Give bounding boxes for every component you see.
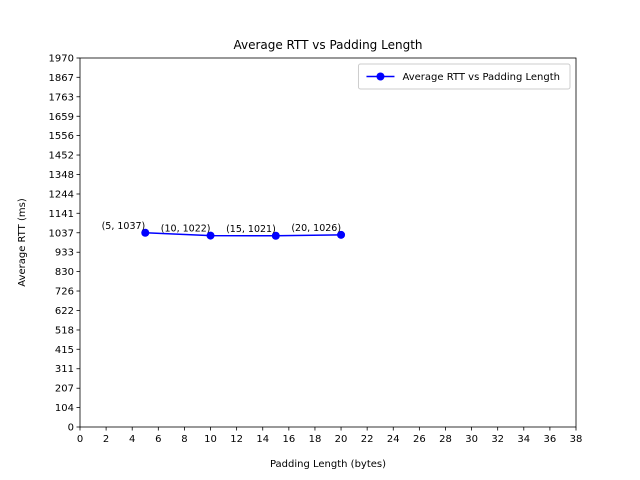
y-tick-label: 1867 [49, 73, 74, 84]
data-point-label: (15, 1021) [226, 224, 276, 235]
y-tick-label: 933 [55, 248, 74, 259]
plot-area: 0 2 4 6 8 10 12 14 16 18 20 22 24 26 28 30 32 34 36 38 0104… [49, 54, 583, 446]
legend-entry-label: Average RTT vs Padding Length [402, 72, 560, 83]
x-tick-label: 38 [570, 434, 583, 445]
legend: Average RTT vs Padding Length [357, 63, 571, 90]
legend-marker [376, 72, 385, 81]
y-tick-label: 1970 [49, 54, 74, 65]
y-tick-label: 1348 [49, 170, 74, 181]
x-tick-label: 10 [204, 434, 217, 445]
y-tick-label: 1556 [49, 131, 74, 142]
y-tick-label: 104 [55, 403, 74, 414]
x-axis-ticks: 0 2 4 6 8 10 12 14 16 18 20 22 24 26 28 30 32 34 36 38 [77, 427, 583, 445]
series-line [145, 232, 342, 237]
x-tick-label: 6 [155, 434, 161, 445]
x-tick-label: 26 [413, 434, 426, 445]
x-tick-label: 30 [465, 434, 478, 445]
y-tick-label: 1659 [49, 112, 74, 123]
y-tick-label: 1452 [49, 151, 74, 162]
x-tick-label: 28 [439, 434, 452, 445]
x-tick-label: 34 [517, 434, 530, 445]
series-layer [141, 228, 346, 240]
y-tick-label: 1037 [49, 228, 74, 239]
y-axis-ticks: 0 104 207 311 415 518 622 726 830 933 1037 1141 1244… [49, 54, 80, 434]
x-tick-label: 20 [335, 434, 348, 445]
y-tick-label: 1763 [49, 92, 74, 103]
x-tick-label: 22 [361, 434, 374, 445]
y-tick-label: 518 [55, 325, 74, 336]
data-point-label: (5, 1037) [102, 221, 146, 232]
axes-frame [79, 57, 577, 428]
chart-title: Average RTT vs Padding Length [233, 38, 422, 52]
data-point [271, 231, 280, 240]
y-tick-label: 1244 [49, 189, 74, 200]
data-labels-layer: (5, 1037) (10, 1022) (15, 1021) (20, 1026) [102, 221, 341, 235]
x-tick-label: 32 [491, 434, 504, 445]
data-point [337, 230, 346, 239]
data-point [206, 231, 215, 240]
x-tick-label: 36 [544, 434, 557, 445]
x-tick-label: 14 [256, 434, 269, 445]
data-point [141, 228, 150, 237]
y-tick-label: 1141 [49, 209, 74, 220]
x-axis-label: Padding Length (bytes) [270, 459, 386, 470]
y-tick-label: 311 [55, 364, 74, 375]
x-tick-label: 0 [77, 434, 83, 445]
x-tick-label: 2 [103, 434, 109, 445]
x-tick-label: 8 [181, 434, 187, 445]
legend-frame [357, 63, 571, 90]
x-tick-label: 12 [230, 434, 243, 445]
y-tick-label: 0 [68, 423, 74, 434]
y-tick-label: 207 [55, 384, 74, 395]
y-tick-label: 726 [55, 287, 74, 298]
x-tick-label: 18 [309, 434, 322, 445]
data-point-label: (20, 1026) [291, 223, 341, 234]
x-tick-label: 16 [282, 434, 295, 445]
x-tick-label: 4 [129, 434, 135, 445]
x-tick-label: 24 [387, 434, 400, 445]
data-point-label: (10, 1022) [161, 224, 211, 235]
y-tick-label: 622 [55, 306, 74, 317]
y-tick-label: 830 [55, 267, 74, 278]
y-tick-label: 415 [55, 345, 74, 356]
y-axis-label: Average RTT (ms) [17, 198, 28, 287]
